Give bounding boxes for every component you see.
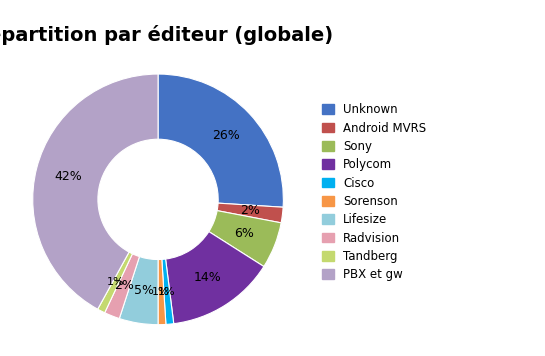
Wedge shape: [119, 257, 158, 325]
Wedge shape: [166, 232, 264, 324]
Text: 1%: 1%: [158, 287, 175, 297]
Text: 42%: 42%: [54, 170, 82, 183]
Wedge shape: [158, 74, 283, 207]
Text: Répartition par éditeur (globale): Répartition par éditeur (globale): [0, 25, 332, 45]
Text: 6%: 6%: [234, 227, 254, 240]
Wedge shape: [105, 254, 140, 319]
Text: 14%: 14%: [194, 271, 222, 284]
Wedge shape: [217, 203, 283, 223]
Wedge shape: [162, 259, 174, 324]
Text: 2%: 2%: [114, 279, 134, 292]
Wedge shape: [158, 260, 166, 325]
Legend: Unknown, Android MVRS, Sony, Polycom, Cisco, Sorenson, Lifesize, Radvision, Tand: Unknown, Android MVRS, Sony, Polycom, Ci…: [322, 103, 426, 281]
Wedge shape: [209, 211, 281, 267]
Wedge shape: [98, 252, 132, 313]
Text: 1%: 1%: [107, 277, 125, 287]
Text: 5%: 5%: [134, 284, 154, 298]
Text: 1%: 1%: [152, 287, 170, 297]
Text: 2%: 2%: [240, 204, 260, 218]
Text: 26%: 26%: [212, 129, 239, 142]
Wedge shape: [33, 74, 158, 309]
